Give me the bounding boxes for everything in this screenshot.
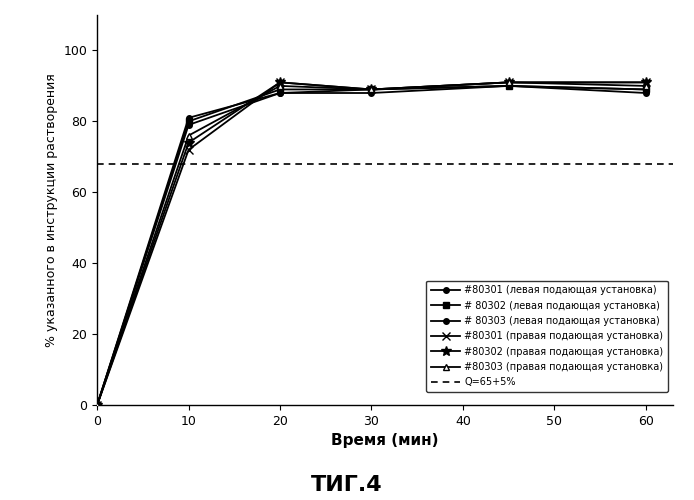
X-axis label: Время (мин): Время (мин): [332, 434, 439, 448]
Y-axis label: % указанного в инструкции растворения: % указанного в инструкции растворения: [45, 73, 58, 347]
Text: ΤИГ.4: ΤИГ.4: [311, 475, 383, 495]
Legend: #80301 (левая подающая установка), # 80302 (левая подающая установка), # 80303 (: #80301 (левая подающая установка), # 803…: [426, 280, 668, 392]
